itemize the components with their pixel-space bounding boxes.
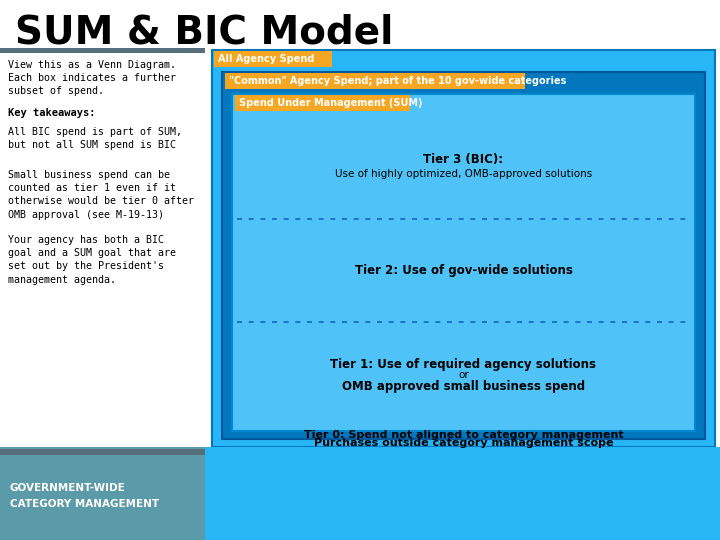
- Text: CATEGORY MANAGEMENT: CATEGORY MANAGEMENT: [10, 499, 159, 509]
- Bar: [235, 95, 410, 111]
- Text: Purchases outside category management scope: Purchases outside category management sc…: [314, 438, 613, 448]
- Text: All Agency Spend: All Agency Spend: [218, 54, 315, 64]
- Text: Key takeaways:: Key takeaways:: [8, 108, 96, 118]
- Text: All BIC spend is part of SUM,
but not all SUM spend is BIC: All BIC spend is part of SUM, but not al…: [8, 127, 182, 150]
- Bar: [0, 48, 205, 53]
- Text: Spend Under Management (SUM): Spend Under Management (SUM): [239, 98, 423, 108]
- Bar: [225, 73, 525, 89]
- Text: Tier 3 (BIC):: Tier 3 (BIC):: [423, 153, 503, 166]
- Text: Small business spend can be
counted as tier 1 even if it
otherwise would be tier: Small business spend can be counted as t…: [8, 170, 194, 220]
- Bar: [232, 94, 695, 431]
- Text: "Common" Agency Spend; part of the 10 gov-wide categories: "Common" Agency Spend; part of the 10 go…: [229, 76, 567, 86]
- Text: View this as a Venn Diagram.
Each box indicates a further
subset of spend.: View this as a Venn Diagram. Each box in…: [8, 60, 176, 97]
- Text: or: or: [458, 370, 469, 380]
- Bar: [212, 50, 715, 447]
- Bar: [0, 447, 205, 540]
- Bar: [214, 51, 332, 67]
- Text: Your agency has both a BIC
goal and a SUM goal that are
set out by the President: Your agency has both a BIC goal and a SU…: [8, 235, 176, 285]
- Text: SUM & BIC Model: SUM & BIC Model: [15, 13, 393, 51]
- Text: Tier 1: Use of required agency solutions: Tier 1: Use of required agency solutions: [330, 357, 596, 370]
- Bar: [222, 72, 705, 439]
- Text: Tier 2: Use of gov-wide solutions: Tier 2: Use of gov-wide solutions: [354, 264, 572, 277]
- Text: Use of highly optimized, OMB-approved solutions: Use of highly optimized, OMB-approved so…: [335, 169, 592, 179]
- Bar: [0, 449, 205, 455]
- Text: GOVERNMENT-WIDE: GOVERNMENT-WIDE: [10, 483, 126, 493]
- Bar: [205, 447, 720, 540]
- Text: OMB approved small business spend: OMB approved small business spend: [342, 380, 585, 393]
- Text: Tier 0: Spend not aligned to category management: Tier 0: Spend not aligned to category ma…: [304, 430, 624, 440]
